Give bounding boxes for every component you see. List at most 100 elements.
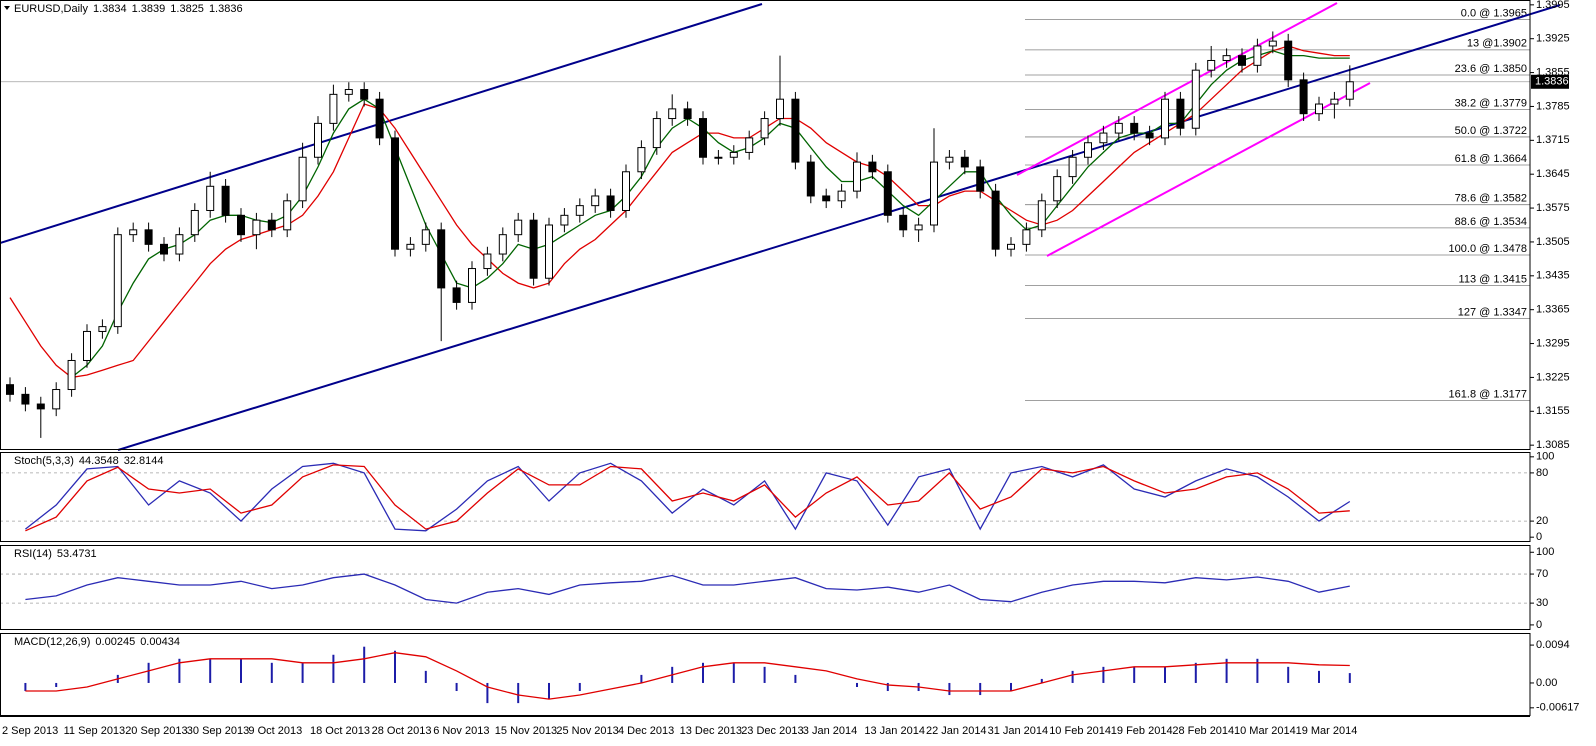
candle-body [699,118,707,158]
candle-body [760,118,769,139]
x-tick-label: 19 Mar 2014 [1296,725,1358,737]
candle-body [1268,40,1277,47]
candle-body [1315,103,1323,115]
x-tick-label: 15 Nov 2013 [495,725,557,737]
header-value: 1.3834 [93,3,127,15]
candle-body [468,268,476,303]
candle-body [960,156,969,168]
candle-body [976,166,985,192]
candle-body [375,98,384,139]
y-tick-label: 20 [1536,515,1548,527]
y-tick-label: 0.0094 [1536,639,1570,651]
candle-body [129,229,138,236]
fib-label: 23.6 @ 1.3850 [1455,63,1527,75]
candle-body [729,151,738,158]
candle-body [252,219,261,236]
fib-label: 38.2 @ 1.3779 [1455,97,1527,109]
candle-body [822,195,831,202]
candle-body [421,229,430,245]
candle-body [206,185,215,211]
panel-header: MACD(12,26,9) 0.00245 0.00434 [14,636,180,648]
candle-body [991,190,1000,250]
candle-body [1114,122,1123,134]
candle-body [498,234,507,255]
x-tick-label: 2 Sep 2013 [2,725,58,737]
indicator-line [25,464,1350,532]
candle-body [1299,79,1308,115]
candle-body [899,214,908,231]
candle-body [514,219,523,236]
candle-body [344,89,353,95]
header-value: 44.3548 [79,455,119,467]
candle-body [791,98,800,163]
candle-body [52,389,61,410]
x-tick-label: 11 Sep 2013 [64,725,126,737]
y-tick-label: 0 [1536,619,1542,631]
candle-body [529,219,538,279]
y-tick-label: 1.3225 [1536,371,1570,383]
candle-body [406,243,415,250]
fib-label: 61.8 @ 1.3664 [1455,153,1527,165]
signal-line [25,652,1350,700]
candle-body [144,229,153,245]
candle-body [837,190,846,202]
x-tick-label: 13 Dec 2013 [680,725,742,737]
candle-body [1084,142,1092,158]
fib-label: 88.6 @ 1.3534 [1455,216,1527,228]
x-tick-label: 9 Oct 2013 [248,725,302,737]
menu-arrow[interactable] [4,6,10,10]
candle-body [1053,176,1062,202]
trend-line [117,4,1561,451]
panel-frame [0,0,1531,450]
candle-body [452,287,461,303]
candle-body [1284,40,1293,81]
indicator-name: MACD(12,26,9) [14,636,90,648]
candle-body [545,224,553,279]
candle-body [283,200,292,231]
candle-body [67,359,76,391]
fib-label: 127 @ 1.3347 [1458,306,1527,318]
candle-body [221,185,230,216]
panel-header: RSI(14) 53.4731 [14,548,97,560]
x-tick-label: 4 Dec 2013 [618,725,674,737]
header-value: 53.4731 [57,548,97,560]
fib-label: 13 @1.3902 [1467,38,1527,50]
candle-body [575,205,584,216]
header-value: 32.8144 [124,455,164,467]
candle-body [98,326,107,332]
y-tick-label: 1.3435 [1536,270,1570,282]
candle-body [175,234,184,255]
candle-body [6,384,14,395]
y-tick-label: 1.3505 [1536,236,1570,248]
indicator-name: Stoch(5,3,3) [14,455,74,467]
candle-body [1068,156,1077,178]
candle-body [560,214,569,226]
candle-body [113,234,122,328]
y-tick-label: 1.3855 [1536,66,1570,78]
x-tick-label: 31 Jan 2014 [988,725,1049,737]
candle-body [1176,98,1185,129]
last-price-label: 1.3836 [1535,76,1569,88]
y-tick-label: 1.3645 [1536,168,1570,180]
y-tick-label: 1.3925 [1536,33,1570,45]
candle-body [1007,243,1015,250]
y-tick-label: 100 [1536,546,1554,558]
x-tick-label: 19 Feb 2014 [1111,725,1173,737]
x-tick-label: 28 Feb 2014 [1172,725,1234,737]
panel-header: Stoch(5,3,3) 44.3548 32.8144 [14,455,163,467]
candle-body [668,108,677,120]
candle-body [190,209,199,236]
candle-body [83,330,91,361]
fib-label: 161.8 @ 1.3177 [1449,389,1527,401]
y-tick-label: 100 [1536,451,1554,463]
candle-body [806,161,815,197]
candle-body [329,93,338,124]
y-tick-label: 1.3995 [1536,0,1570,11]
y-tick-label: 1.3575 [1536,202,1570,214]
candle-body [1253,45,1262,66]
candle-body [868,161,877,173]
y-tick-label: 70 [1536,568,1548,580]
candle-body [637,147,646,173]
y-tick-label: 1.3365 [1536,304,1570,316]
